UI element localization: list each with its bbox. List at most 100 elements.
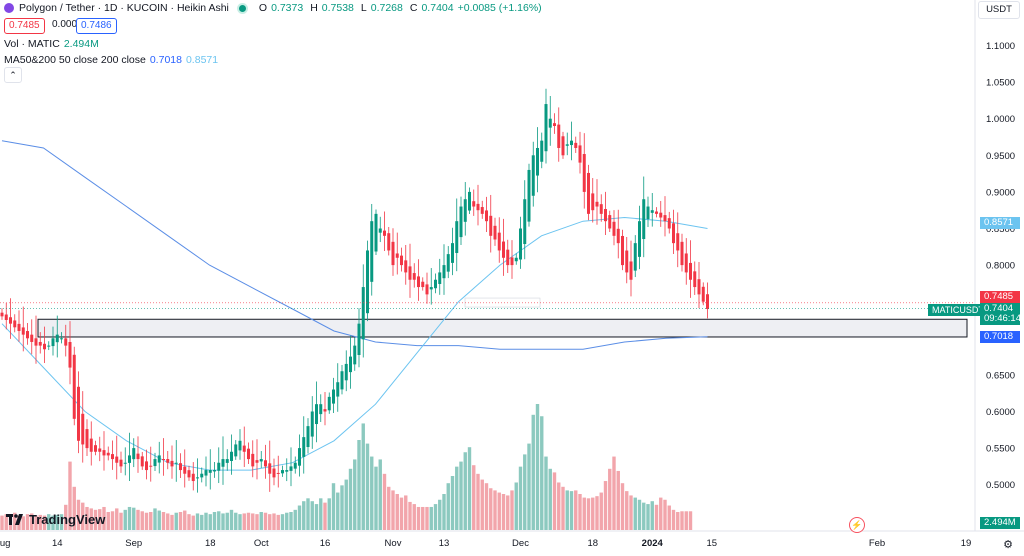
- volume-bar: [183, 510, 187, 530]
- volume-bar: [115, 508, 119, 530]
- candle-body: [89, 438, 93, 452]
- volume-bar: [310, 501, 314, 530]
- volume-bar: [616, 470, 620, 530]
- volume-bar: [251, 513, 255, 530]
- candle-body: [638, 221, 641, 257]
- price-tick-label: 0.8500: [986, 224, 1015, 235]
- volume-bar: [51, 515, 55, 530]
- volume-bar: [595, 496, 599, 530]
- time-tick-label: Nov: [385, 538, 402, 549]
- price-tick-label: 0.6000: [986, 407, 1015, 418]
- volume-bar: [212, 512, 217, 530]
- volume-bar: [506, 495, 510, 530]
- volume-bar: [47, 514, 51, 530]
- collapse-legend-button[interactable]: ⌃: [4, 67, 22, 83]
- volume-bar: [357, 440, 361, 530]
- ma50-legend-value: 0.7018: [149, 54, 182, 66]
- volume-bar: [523, 454, 527, 530]
- volume-bar: [387, 486, 391, 530]
- price-tick-label: 1.0000: [986, 114, 1015, 125]
- volume-bar: [289, 512, 293, 530]
- candle-body: [574, 142, 578, 148]
- candle-body: [344, 363, 348, 381]
- gear-icon[interactable]: ⚙: [1003, 539, 1013, 551]
- candle-body: [349, 356, 352, 373]
- volume-bar: [153, 508, 157, 530]
- high-value: 0.7538: [321, 2, 354, 14]
- candle-body: [616, 228, 620, 244]
- volume-bar: [0, 515, 4, 530]
- symbol-title[interactable]: Polygon / Tether · 1D · KUCOIN · Heikin …: [19, 2, 229, 14]
- candle-body: [642, 199, 646, 240]
- time-tick-label: 2024: [642, 538, 664, 549]
- ma50-price-tag: 0.7018: [980, 331, 1020, 343]
- candle-body: [102, 450, 106, 456]
- candle-body: [438, 272, 442, 284]
- volume-bar: [221, 513, 225, 530]
- candle-body: [285, 470, 289, 472]
- candle-body: [251, 453, 255, 467]
- candle-body: [523, 199, 527, 245]
- volume-bar: [200, 514, 204, 530]
- volume-bar: [246, 512, 251, 530]
- candle-body: [689, 262, 692, 280]
- candle-body: [485, 210, 488, 222]
- volume-bar: [599, 492, 603, 530]
- candle-body: [370, 221, 374, 282]
- tradingview-logo[interactable]: TradingView: [6, 512, 105, 527]
- ma-legend[interactable]: MA50&200 50 close 200 close 0.7018 0.857…: [4, 54, 218, 66]
- candle-body: [315, 404, 318, 425]
- candle-body: [111, 454, 114, 460]
- candle-body: [17, 323, 21, 331]
- volume-bar: [578, 494, 582, 530]
- volume-bar: [535, 404, 540, 530]
- currency-button[interactable]: USDT: [978, 1, 1020, 19]
- candle-body: [434, 279, 437, 289]
- volume-bar: [659, 497, 663, 530]
- volume-bar: [323, 502, 327, 530]
- volume-bar: [144, 512, 149, 530]
- candle-body: [629, 261, 633, 280]
- candle-body: [276, 472, 280, 474]
- candle-body: [238, 440, 242, 451]
- volume-bar: [178, 512, 183, 530]
- candle-body: [43, 343, 46, 350]
- volume-bar: [620, 483, 625, 530]
- volume-bar: [667, 505, 671, 530]
- volume-bar: [55, 514, 59, 530]
- time-tick-label: Aug: [0, 538, 10, 549]
- candle-body: [540, 140, 544, 162]
- candle-body: [38, 341, 42, 346]
- time-tick-label: Oct: [254, 538, 269, 549]
- volume-legend-label: Vol · MATIC: [4, 38, 60, 50]
- candle-body: [421, 281, 425, 288]
- time-tick-label: 13: [439, 538, 450, 549]
- volume-bar: [327, 498, 331, 530]
- candle-body: [319, 404, 323, 415]
- candle-body: [591, 193, 595, 211]
- volume-bar: [259, 512, 263, 530]
- lightning-icon[interactable]: ⚡: [849, 517, 865, 533]
- ma-legend-label: MA50&200 50 close 200 close: [4, 54, 146, 66]
- market-open-dot-icon: [238, 4, 246, 12]
- price-tick-label: 1.0500: [986, 78, 1015, 89]
- sell-price-button[interactable]: 0.7485: [4, 18, 45, 34]
- volume-bar: [319, 498, 323, 530]
- countdown-value: 09:46:14: [984, 313, 1021, 324]
- candle-body: [374, 213, 378, 252]
- volume-bar: [348, 468, 353, 530]
- open-value: 0.7373: [271, 2, 304, 14]
- time-axis[interactable]: Aug 14 Sep 18 Oct 16 Nov 13 Dec 18 2024 15 Feb 19: [0, 538, 971, 549]
- price-axis[interactable]: 1.1000 1.0500 1.0000 0.9500 0.9000 0.8500 0.80…: [986, 41, 1015, 528]
- volume-bar: [476, 473, 480, 530]
- candle-body: [170, 460, 174, 467]
- volume-bar: [255, 514, 259, 530]
- volume-bar: [276, 514, 280, 530]
- volume-bar: [208, 514, 212, 530]
- candle-body: [667, 218, 671, 229]
- volume-bar: [187, 514, 191, 530]
- volume-legend[interactable]: Vol · MATIC 2.494M: [4, 38, 99, 50]
- buy-price-button[interactable]: 0.7486: [76, 18, 117, 34]
- candle-body: [544, 104, 548, 152]
